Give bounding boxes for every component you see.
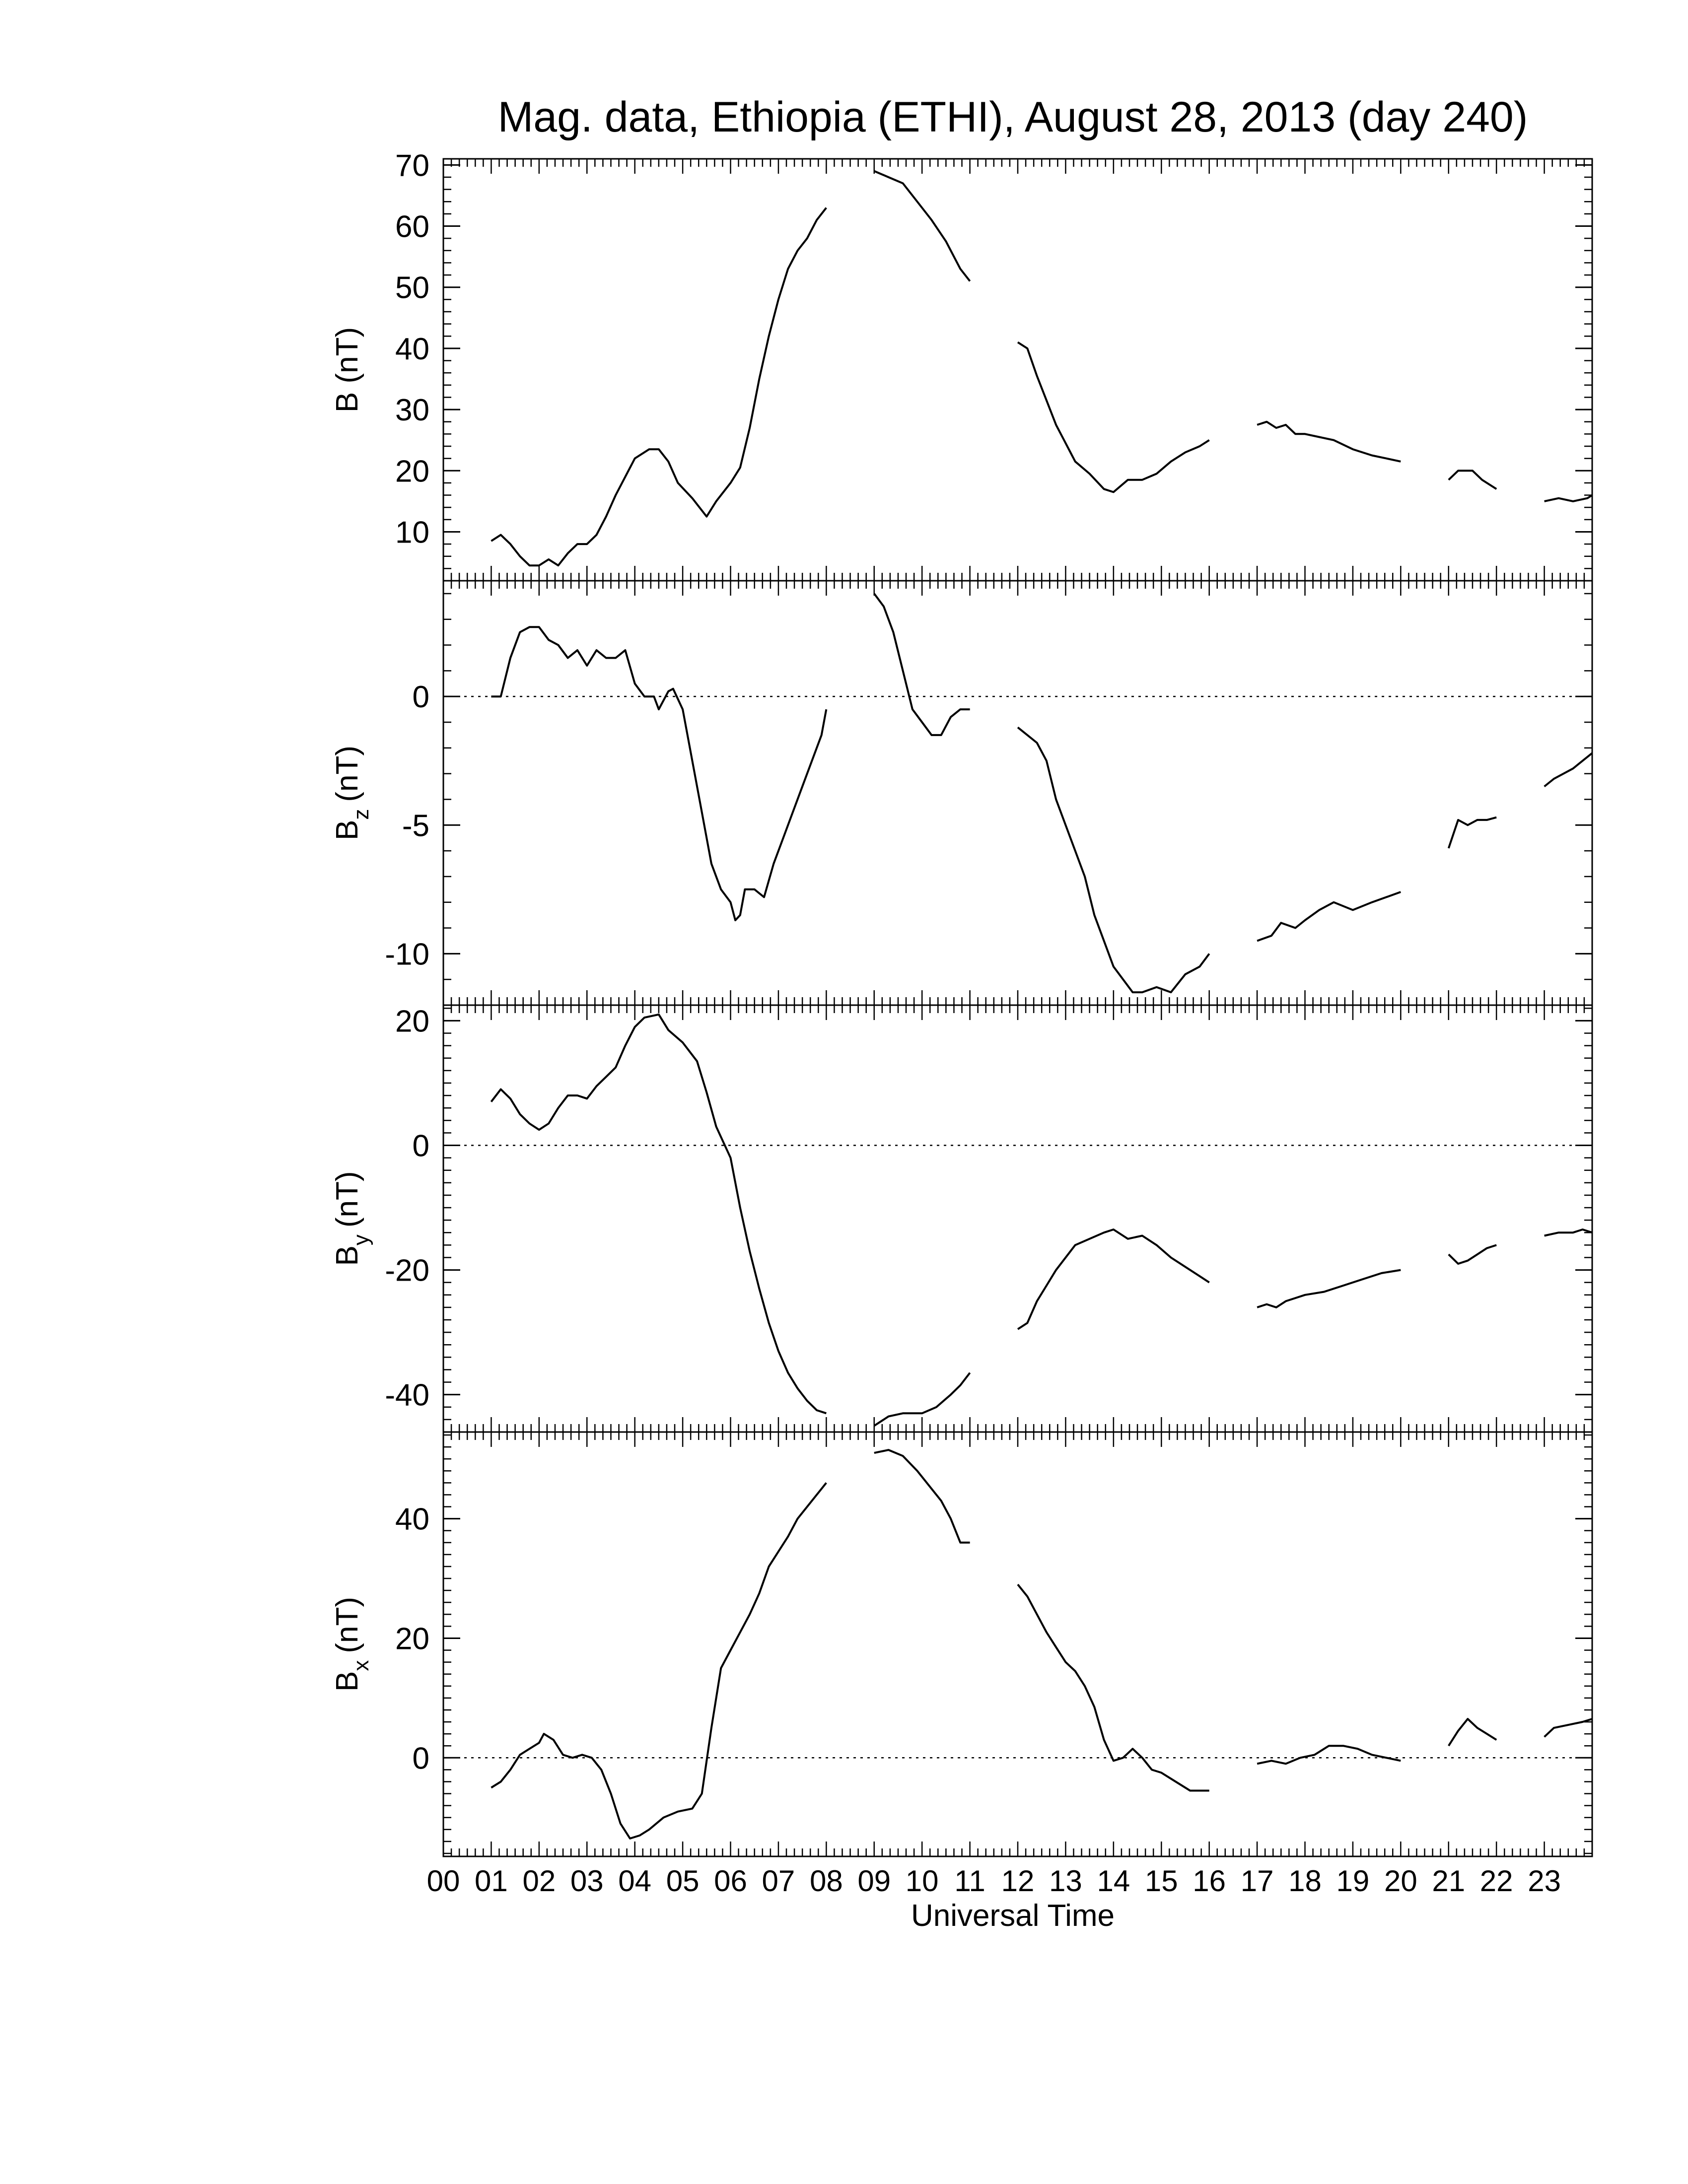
series-segment (1448, 470, 1497, 490)
x-tick-label: 06 (714, 1864, 747, 1898)
x-tick-label: 22 (1480, 1864, 1513, 1898)
y-axis-label-base: B (330, 820, 364, 840)
y-axis-label: Bx (nT) (330, 1597, 373, 1692)
y-tick-label: 40 (395, 1502, 429, 1537)
x-tick-label: 10 (906, 1864, 939, 1898)
y-axis-label-unit: (nT) (330, 746, 364, 802)
y-tick-label: 0 (413, 1741, 429, 1775)
y-tick-label: -5 (402, 809, 429, 843)
x-tick-label: 20 (1384, 1864, 1417, 1898)
series-segment (491, 626, 828, 921)
x-tick-label: 09 (857, 1864, 891, 1898)
series-segment (1017, 341, 1210, 493)
x-tick-label: 16 (1193, 1864, 1226, 1898)
y-axis-label: Bz (nT) (330, 746, 373, 840)
series-segment (1257, 420, 1401, 463)
series-segment (1448, 1244, 1497, 1265)
x-tick-label: 18 (1288, 1864, 1322, 1898)
series-segment (1017, 726, 1210, 994)
x-tick-labels: 00 01 02 03 04 05 06 07 08 09 10 11 12 13 14 15 16 17 18 19… (427, 1864, 1561, 1898)
series-segment (1447, 816, 1497, 849)
y-tick-label: 20 (395, 1004, 429, 1038)
y-axis-label-unit: (nT) (330, 1597, 364, 1653)
series-segment (1544, 494, 1593, 502)
x-tick-label: 21 (1432, 1864, 1465, 1898)
y-tick-label: 50 (395, 271, 429, 305)
y-tick-label: -10 (385, 937, 429, 971)
y-axis-label-base: B (330, 1671, 364, 1692)
y-tick-label: 10 (395, 515, 429, 549)
x-tick-label: 05 (666, 1864, 700, 1898)
series-segment (490, 1013, 827, 1415)
series-segment (873, 1372, 971, 1427)
x-tick-label: 03 (570, 1864, 604, 1898)
x-tick-label: 02 (522, 1864, 556, 1898)
y-axis-label-subscript: y (349, 1234, 373, 1245)
x-tick-label: 00 (427, 1864, 460, 1898)
x-tick-label: 15 (1145, 1864, 1178, 1898)
panels: 10 20 30 40 50 60 70 B (nT) 0 -5 -10 Bz (nT) 20 0 -20 -4… (330, 148, 1593, 1857)
panel-frame (442, 580, 1593, 1006)
y-axis-label-subscript: z (349, 809, 373, 820)
series-segment (873, 593, 970, 736)
y-axis-label-unit: (nT) (330, 1171, 364, 1228)
series-segment (1017, 1228, 1210, 1330)
x-tick-label: 23 (1528, 1864, 1561, 1898)
y-tick-label: 0 (413, 1129, 429, 1163)
x-tick-label: 04 (618, 1864, 651, 1898)
x-tick-label: 19 (1336, 1864, 1370, 1898)
panel-frame (442, 1431, 1593, 1857)
x-tick-label: 11 (954, 1864, 985, 1898)
y-tick-label: -40 (385, 1378, 429, 1413)
panel-frame (442, 1004, 1593, 1433)
y-tick-label: 70 (395, 148, 429, 183)
series-segment (874, 170, 971, 282)
series-segment (1257, 891, 1401, 942)
y-axis-label-subscript: x (349, 1660, 373, 1671)
x-tick-label: 17 (1241, 1864, 1274, 1898)
series-segment (491, 1482, 827, 1840)
series-segment (1257, 1745, 1401, 1765)
y-tick-label: -20 (385, 1254, 429, 1288)
x-tick-label: 13 (1049, 1864, 1082, 1898)
y-tick-label: 20 (395, 1622, 429, 1656)
panel-B: 10 20 30 40 50 60 70 B (nT) (330, 148, 1593, 582)
y-axis-label: B (nT) (330, 327, 364, 412)
x-axis-label: Universal Time (911, 1899, 1115, 1933)
series-segment (1017, 1583, 1209, 1792)
y-tick-label: 60 (395, 210, 429, 244)
chart-title: Mag. data, Ethiopia (ETHI), August 28, 2… (498, 93, 1528, 141)
panel-Bz: 0 -5 -10 Bz (nT) (330, 580, 1593, 1006)
panel-frame (442, 158, 1593, 582)
series-segment (1257, 1269, 1401, 1308)
y-axis-label-base: B (330, 1245, 364, 1266)
panel-By: 20 0 -20 -40 By (nT) (330, 1004, 1593, 1433)
y-tick-label: 30 (395, 393, 429, 427)
y-tick-label: 40 (395, 332, 429, 366)
series-segment (1544, 752, 1593, 788)
y-tick-label: 20 (395, 454, 429, 488)
x-tick-label: 08 (810, 1864, 843, 1898)
series-segment (874, 1449, 970, 1544)
x-tick-label: 14 (1097, 1864, 1130, 1898)
series-segment (1448, 1718, 1497, 1747)
x-tick-label: 12 (1001, 1864, 1035, 1898)
x-tick-label: 01 (475, 1864, 508, 1898)
series-segment (1544, 1718, 1593, 1738)
x-tick-label: 07 (762, 1864, 795, 1898)
panel-Bx: 40 20 0 Bx (nT) (330, 1431, 1593, 1857)
y-tick-label: 0 (413, 680, 429, 714)
series-segment (1544, 1228, 1593, 1237)
series-segment (491, 207, 827, 567)
y-axis-label: By (nT) (330, 1171, 373, 1266)
